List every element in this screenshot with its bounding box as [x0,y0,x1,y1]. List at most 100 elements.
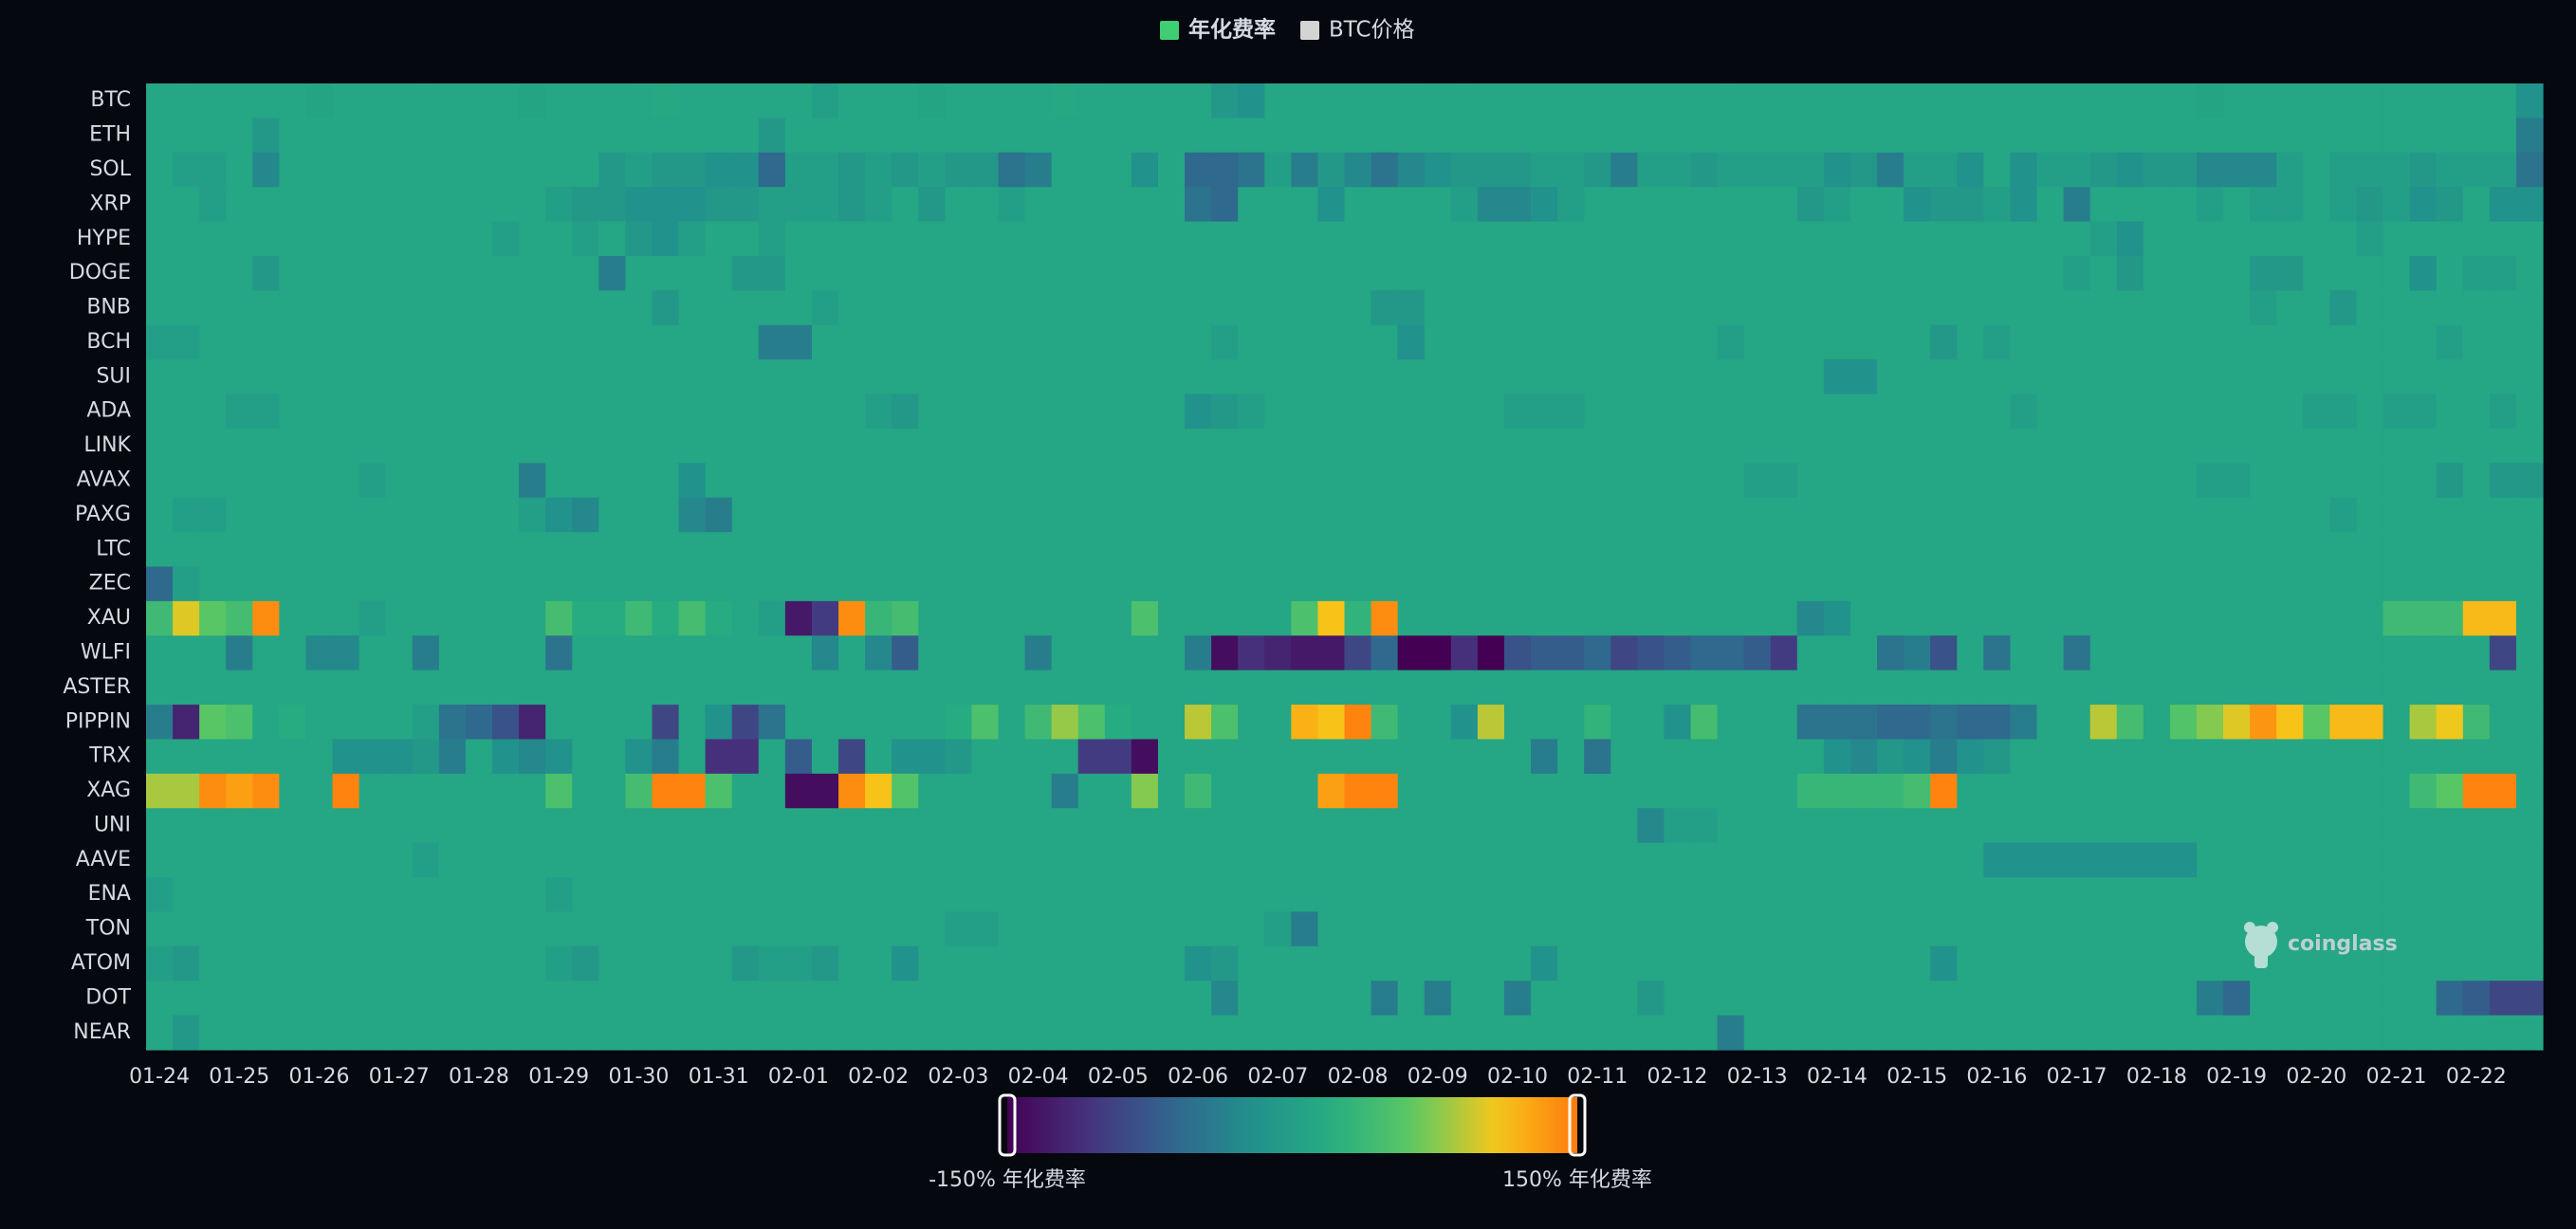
heat-cell [1637,290,1665,326]
heat-cell [1849,83,1878,119]
heat-cell [1531,808,1558,844]
heat-cell [678,1015,707,1051]
heat-cell [545,394,573,430]
heat-cell [2356,324,2384,360]
heat-cell [1477,255,1505,291]
heat-cell [1157,118,1186,154]
heat-cell [492,187,520,223]
heat-cell [1770,83,1798,119]
heat-cell [1637,739,1665,775]
heat-cell [2116,118,2144,154]
x-tick-label: 01-30 [608,1065,669,1089]
heat-cell [226,911,253,947]
heat-cell [1185,532,1212,568]
heat-cell [678,187,707,223]
heat-cell [1823,532,1851,568]
heat-cell [1584,670,1611,706]
heat-cell [1557,463,1585,499]
heat-cell [1104,773,1132,809]
heat-cell [1770,877,1798,913]
heat-cell [492,600,520,636]
heat-cell [1450,83,1479,119]
heat-cell [1450,1015,1479,1051]
heat-cell [1849,739,1878,775]
heat-cell [1238,324,1265,360]
heat-cell [1211,324,1239,360]
heat-cell [1877,118,1904,154]
heat-cell [1024,945,1053,981]
heat-cell [1157,911,1186,947]
heat-cell [2036,324,2065,360]
heat-cell [305,945,334,981]
heat-cell [492,635,520,671]
heat-cell [1157,187,1186,223]
heat-cell [1557,1015,1585,1051]
heat-cell [1371,773,1399,809]
heat-cell [918,808,946,844]
heat-cell [1690,221,1719,257]
heat-cell [1211,118,1239,154]
heat-cell [2143,1015,2171,1051]
heat-cell [1584,1015,1611,1051]
heat-cell [2116,566,2144,602]
heat-cell [1584,981,1611,1017]
heat-cell [359,635,387,671]
heat-cell [412,911,440,947]
heat-cell [865,324,892,360]
heat-cell [865,945,892,981]
heat-cell [1264,428,1292,464]
heat-cell [1450,877,1479,913]
heat-cell [438,118,467,154]
heat-cell [519,359,546,395]
heat-cell [1344,290,1372,326]
heat-cell [545,428,573,464]
heat-cell [545,118,573,154]
heat-cell [2303,497,2330,533]
heat-cell [2196,739,2224,775]
heat-cell [2036,566,2065,602]
heat-cell [811,394,839,430]
heat-cell [598,739,626,775]
heat-cell [545,255,573,291]
heat-cell [652,808,680,844]
heat-cell [359,705,387,741]
heat-cell [1690,877,1719,913]
heat-cell [1291,187,1319,223]
heat-cell [252,981,280,1017]
heat-cell [1077,394,1106,430]
heat-cell [1344,83,1372,119]
heat-cell [1584,324,1611,360]
heat-cell [1317,808,1346,844]
heat-cell [678,877,707,913]
heat-cell [2356,221,2384,257]
heat-cell [1877,911,1904,947]
heat-cell [1157,739,1186,775]
heat-cell [1024,635,1053,671]
heat-cell [1077,842,1106,878]
heat-cell [1664,255,1692,291]
heat-cell [971,566,1000,602]
heat-cell [1424,911,1452,947]
heat-cell [1211,394,1239,430]
heat-cell [1024,394,1053,430]
heat-cell [1291,324,1319,360]
heat-cell [2436,359,2464,395]
heat-cell [678,911,707,947]
heat-cell [705,428,733,464]
heat-cell [998,152,1026,188]
heat-cell [305,808,334,844]
heat-cell [1664,808,1692,844]
heat-cell [173,83,200,119]
heat-cell [1584,842,1611,878]
heat-cell [1450,324,1479,360]
heat-cell [332,773,360,809]
heat-cell [865,532,892,568]
heat-cell [465,945,493,981]
heat-cell [705,497,733,533]
heat-cell [173,394,200,430]
heat-cell [252,739,280,775]
heat-cell [2010,808,2038,844]
heat-cell [2143,670,2171,706]
watermark-icon [2244,922,2255,933]
heat-cell [1344,532,1372,568]
